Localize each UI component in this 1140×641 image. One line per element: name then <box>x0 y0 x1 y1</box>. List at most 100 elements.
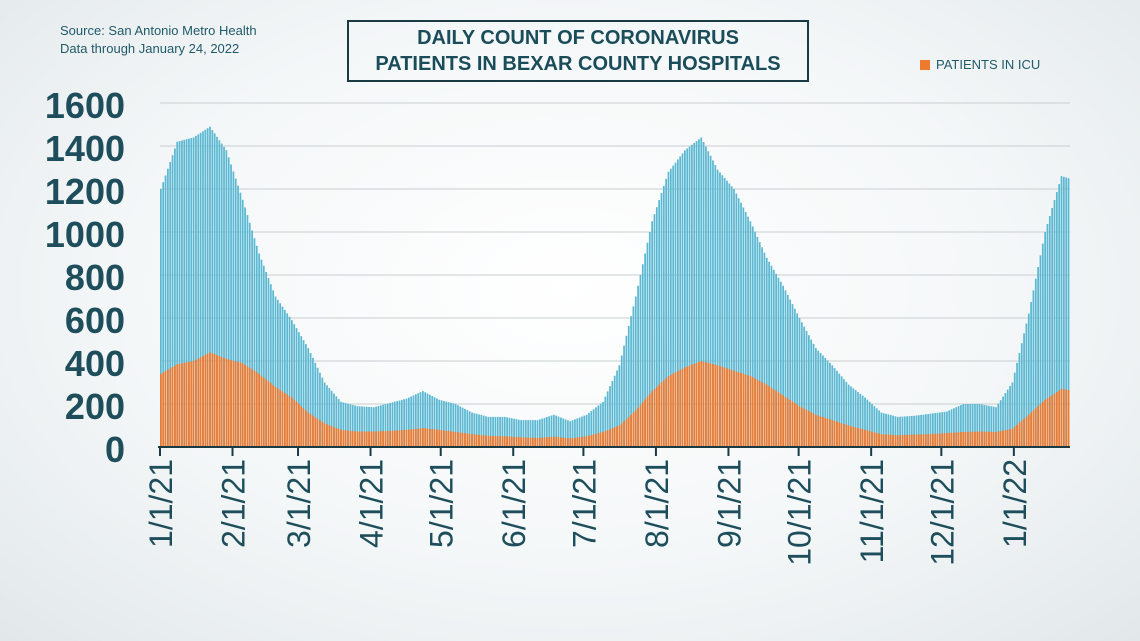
bar-total <box>606 391 609 447</box>
bar-icu <box>768 386 770 447</box>
bar-total <box>574 419 576 447</box>
bar-icu <box>557 437 560 447</box>
bar-icu <box>330 426 333 447</box>
bar-total <box>807 335 810 447</box>
bar-total <box>333 393 335 447</box>
bar-total <box>524 420 527 447</box>
bar-icu <box>871 431 873 447</box>
bar-icu <box>737 372 740 447</box>
chart-title: DAILY COUNT OF CORONAVIRUS PATIENTS IN B… <box>347 20 809 82</box>
bar-icu <box>354 431 356 447</box>
x-tick-label: 12/1/21 <box>924 459 960 566</box>
bar-total <box>529 420 532 447</box>
bar-total <box>447 402 450 447</box>
bar-total <box>688 146 691 447</box>
bar-total <box>468 411 471 447</box>
bar-icu <box>581 436 583 447</box>
bar-icu <box>1006 429 1009 447</box>
bar-total <box>836 370 838 447</box>
bar-icu <box>819 416 822 447</box>
bar-icu <box>560 437 562 447</box>
bar-icu <box>585 436 588 447</box>
bar-icu <box>433 429 436 447</box>
bar-total <box>819 353 822 447</box>
bar-icu <box>597 433 600 447</box>
bar-total <box>702 142 705 447</box>
bar-icu <box>875 432 878 447</box>
bar-total <box>824 357 827 447</box>
bar-total <box>786 294 789 447</box>
bar-total <box>698 139 700 447</box>
bar-icu <box>576 437 579 447</box>
bar-icu <box>815 414 817 447</box>
bar-total <box>651 221 653 447</box>
bar-total <box>653 214 656 447</box>
bar-icu <box>258 373 260 447</box>
bar-icu <box>931 433 934 447</box>
bar-icu <box>859 428 862 447</box>
bar-total <box>784 290 787 447</box>
bar-total <box>457 405 459 447</box>
bar-icu <box>634 410 637 447</box>
bar-total <box>295 328 298 447</box>
bar-icu <box>777 392 780 447</box>
bar-total <box>812 343 815 447</box>
bar-total <box>419 392 422 447</box>
bar-icu <box>1034 408 1037 447</box>
bar-icu <box>375 431 377 447</box>
bar-icu <box>569 438 572 447</box>
bar-total <box>967 404 969 447</box>
bar-icu <box>609 429 611 447</box>
bar-icu <box>164 371 167 447</box>
bar-total <box>644 253 646 447</box>
bar-total <box>709 155 712 448</box>
bar-icu <box>370 431 373 447</box>
bar-icu <box>389 430 391 447</box>
bar-icu <box>763 383 766 447</box>
bar-total <box>230 164 232 447</box>
bar-icu <box>227 359 230 447</box>
bar-icu <box>864 429 866 447</box>
bar-total <box>660 192 663 447</box>
bar-icu <box>450 431 452 447</box>
bar-total <box>857 392 859 447</box>
bar-icu <box>660 382 663 447</box>
bar-total <box>204 129 207 447</box>
bar-icu <box>209 352 211 447</box>
bar-icu <box>344 430 347 447</box>
bar-icu <box>913 434 916 447</box>
bar-total <box>658 200 661 447</box>
bar-total <box>990 406 993 447</box>
bar-icu <box>501 436 504 447</box>
bar-total <box>927 413 930 447</box>
bar-icu <box>431 429 434 447</box>
bar-total <box>915 415 918 447</box>
bar-total <box>765 257 768 447</box>
legend-swatch-icu <box>920 59 930 70</box>
bar-total <box>192 137 195 447</box>
bar-total <box>494 416 497 447</box>
bar-total <box>1025 323 1028 447</box>
bar-total <box>503 416 506 447</box>
bar-icu <box>555 436 558 447</box>
bar-total <box>931 413 934 447</box>
bar-icu <box>391 430 394 447</box>
bar-total <box>351 404 354 447</box>
bar-icu <box>960 432 962 447</box>
bar-total <box>471 412 473 447</box>
bar-total <box>344 403 347 447</box>
bar-icu <box>192 361 195 447</box>
bar-total <box>489 416 492 447</box>
bar-icu <box>969 431 972 447</box>
bar-total <box>999 400 1002 447</box>
bar-total <box>354 405 356 447</box>
bar-total <box>262 265 265 447</box>
bar-total <box>562 418 565 447</box>
bar-icu <box>272 384 275 447</box>
bar-total <box>1016 362 1018 447</box>
bar-icu <box>747 375 749 447</box>
bar-total <box>405 398 408 447</box>
bar-total <box>988 405 990 447</box>
bar-icu <box>510 436 513 447</box>
bar-total <box>768 261 770 447</box>
